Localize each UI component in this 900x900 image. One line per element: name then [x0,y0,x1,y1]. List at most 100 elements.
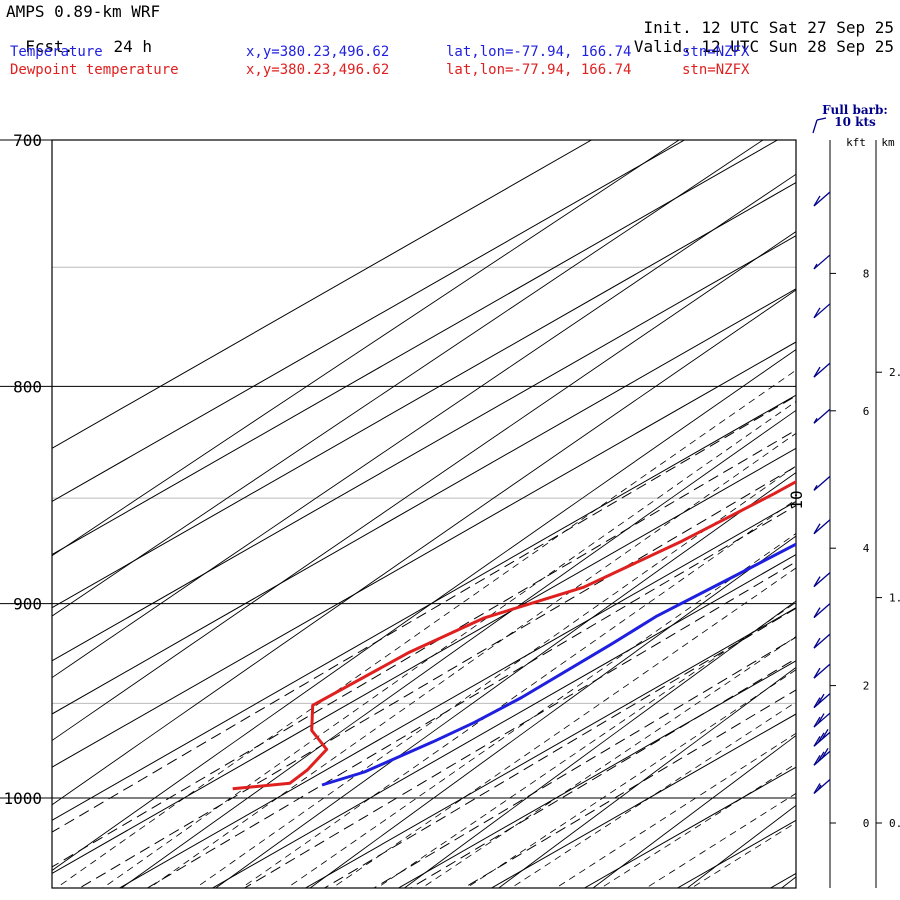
wind-barb-full [821,747,829,759]
legend-dewpoint-xy: x,y=380.23,496.62 [246,62,390,78]
skew-label: 10 [787,490,806,509]
wind-barb-staff [813,663,831,679]
wind-barb-staff [813,408,831,424]
fcst-value: 24 h [113,37,152,56]
wind-barb-full [813,716,821,728]
fcst-label: Fcst. [25,37,74,56]
legend-temperature-name: Temperature [10,44,103,60]
kft-tick-label: 0 [863,817,870,830]
wind-barb-half [813,485,818,491]
moist-adiabat [421,636,796,888]
legend-temperature-xy: x,y=380.23,496.62 [246,44,390,60]
dewpoint-profile-line [232,479,796,791]
wind-barb-staff [813,475,831,491]
wind-barb-staff [813,572,831,588]
legend-dewpoint-name: Dewpoint temperature [10,62,179,78]
pressure-tick-label: 1000 [3,789,42,808]
dry-adiabat [686,804,796,888]
kft-tick-label: 6 [863,405,870,418]
wind-barb-staff [813,362,831,378]
moist-adiabat [376,601,796,888]
isotherm [52,447,796,875]
valid-label: Valid. [633,37,692,56]
pressure-tick-label: 800 [13,377,42,396]
wind-barb [813,633,831,649]
isotherm [52,394,796,821]
dry-adiabat [309,535,796,888]
dry-adiabat [854,140,900,900]
wind-barb-half [813,417,818,424]
wind-barb-staff [813,191,831,207]
wind-barb-full [813,607,821,618]
wind-barb-staff [813,303,831,319]
mixing-ratio-line [146,504,796,888]
wind-barb [813,303,831,319]
wind-legend-title: Full barb: [822,103,888,117]
dry-adiabat [52,230,796,742]
isotherm [52,341,796,768]
wind-barb-full [813,195,821,207]
pressure-tick-label: 700 [13,131,42,150]
isotherm [305,607,796,888]
pressure-tick-label: 900 [13,595,42,614]
wind-barb [813,519,831,535]
wind-barb [813,191,831,207]
wind-barb-staff [813,603,831,619]
mixing-ratio-line [243,561,796,888]
moist-adiabat [645,792,796,888]
legend-barb-flag [816,117,827,121]
wind-barb-full [813,783,821,794]
wind-barb [813,408,831,424]
wind-barb-staff [813,633,831,649]
isotherm [212,553,796,888]
wind-barb-full [813,366,821,378]
kft-tick-label: 8 [863,267,870,280]
wind-barb-full [821,728,829,740]
dry-adiabat [498,666,796,888]
wind-barb-staff [813,712,831,728]
km-tick-label: 0. [889,817,900,830]
wind-barb [813,728,831,747]
wind-barb-half [817,784,822,791]
isotherm [52,235,796,662]
isotherm [52,181,796,609]
mixing-ratio-line [78,465,796,888]
wind-barb-full [813,697,821,708]
km-tick-label: 1. [889,592,900,605]
moist-adiabat [55,369,796,888]
wind-barb [813,663,831,679]
wind-barb-full [813,637,821,649]
chart-grid [52,140,900,900]
init-value: 12 UTC Sat 27 Sep 25 [701,18,894,37]
isotherm [52,140,592,449]
wind-barb [813,475,831,491]
model-title: AMPS 0.89-km WRF [6,2,161,21]
chart-series [232,479,796,791]
temperature-profile-line [321,542,796,787]
init-label: Init. [643,18,692,37]
wind-barb-full [813,735,821,747]
dry-adiabat [52,140,764,617]
isotherm [491,713,796,888]
km-label: km [881,136,895,149]
legend-temperature-stn: stn=NZFX [682,44,750,60]
isotherm [52,140,778,556]
dry-adiabat [52,173,796,679]
moist-adiabat [510,701,796,888]
moist-adiabat [465,669,796,888]
chart-frame [0,139,797,889]
wind-legend-subtitle: 10 kts [834,115,876,129]
legend-barb [812,117,827,134]
dry-adiabat [592,735,796,888]
moist-adiabat [194,465,796,888]
moist-adiabat [331,567,796,888]
dry-adiabat [120,409,796,888]
isotherm [398,660,796,888]
wind-barb [813,603,831,619]
wind-barb-staff [813,693,831,709]
legend-dewpoint-stn: stn=NZFX [682,62,750,78]
init-time: Init. 12 UTC Sat 27 Sep 25 [624,4,894,36]
wind-barb-full [813,754,821,766]
wind-barb [813,254,831,270]
